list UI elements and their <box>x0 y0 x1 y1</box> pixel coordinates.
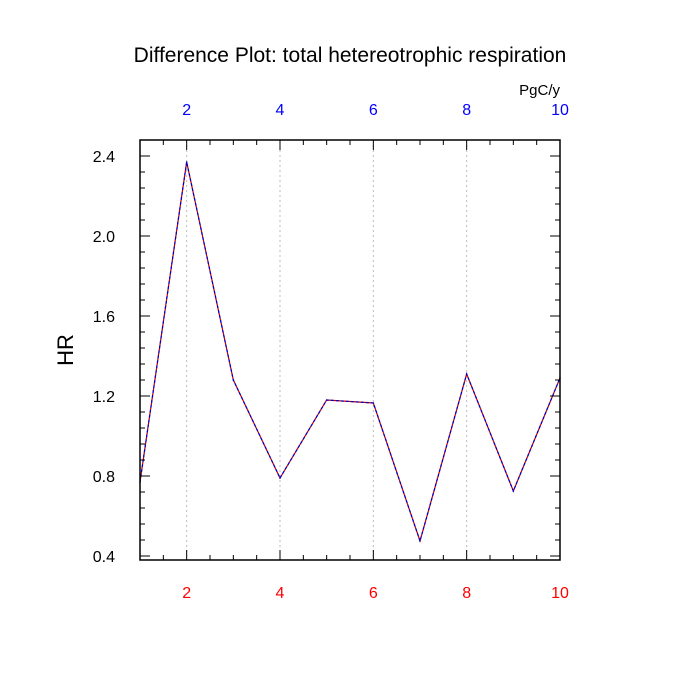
chart-title: Difference Plot: total hetereotrophic re… <box>134 44 567 67</box>
units-label: PgC/y <box>519 82 560 99</box>
series-line <box>139 161 561 544</box>
data-point <box>232 379 235 381</box>
y-tick-label: 0.8 <box>93 469 115 486</box>
x-tick-label-bottom: 2 <box>182 585 191 602</box>
axis-ticks <box>139 140 561 560</box>
y-tick-label: 1.6 <box>93 309 115 326</box>
x-tick-label-top: 2 <box>182 102 191 119</box>
series-layer <box>139 161 561 544</box>
y-tick-label: 2.0 <box>93 229 115 246</box>
x-tick-label-bottom: 8 <box>462 585 471 602</box>
data-point <box>325 399 328 401</box>
grid-lines <box>186 140 468 560</box>
data-point <box>465 373 468 375</box>
data-point <box>185 161 188 163</box>
x-tick-label-bottom: 4 <box>276 585 285 602</box>
series-line-overlay <box>139 161 561 544</box>
x-tick-label-top: 4 <box>276 102 285 119</box>
y-tick-label: 0.4 <box>93 549 115 566</box>
x-tick-label-bottom: 6 <box>369 585 378 602</box>
tick-labels: 2 2 4 4 6 6 8 8 10 10 0.4 0.8 1.2 1.6 2.0 2.4 <box>93 102 569 602</box>
x-tick-label-top: 8 <box>462 102 471 119</box>
y-tick-label: 2.4 <box>93 149 115 166</box>
y-axis-label: HR <box>53 334 78 366</box>
x-tick-label-top: 6 <box>369 102 378 119</box>
data-point <box>372 402 375 404</box>
data-point <box>512 490 515 492</box>
y-tick-label: 1.2 <box>93 389 115 406</box>
x-tick-label-top: 10 <box>551 102 569 119</box>
plot-frame <box>139 139 561 561</box>
data-point <box>419 540 421 542</box>
x-tick-label-bottom: 10 <box>551 585 569 602</box>
data-point <box>279 477 281 479</box>
